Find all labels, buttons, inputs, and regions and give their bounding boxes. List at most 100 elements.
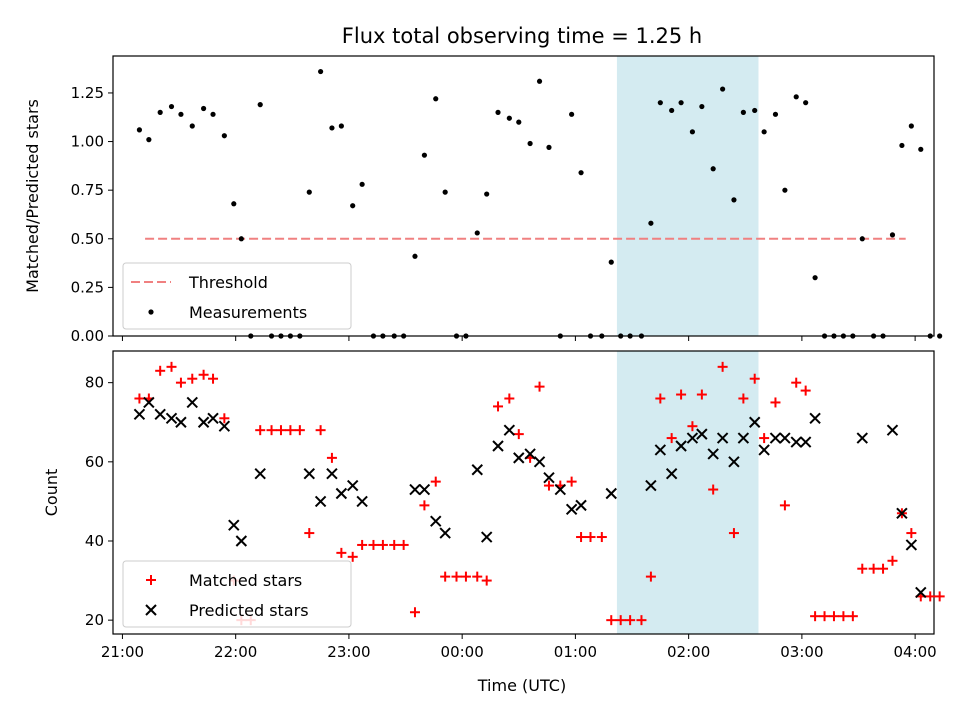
predicted-star-point <box>886 424 899 436</box>
predicted-star-point <box>165 412 178 424</box>
matched-star-point <box>208 373 219 384</box>
measurement-point <box>648 220 654 226</box>
measurement-point <box>221 133 227 139</box>
measurement-point <box>495 109 501 115</box>
predicted-star-point <box>254 467 266 480</box>
matched-star-point <box>925 591 936 602</box>
matched-star-point <box>198 369 209 380</box>
measurement-point <box>536 78 543 84</box>
measurement-point <box>391 333 397 339</box>
predicted-star-point <box>686 432 699 444</box>
matched-star-point <box>134 393 145 404</box>
measurement-point <box>638 333 645 339</box>
matched-star-point <box>336 547 347 558</box>
matched-star-point <box>315 425 326 436</box>
matched-star-point <box>666 433 677 444</box>
measurement-point <box>231 201 237 207</box>
matched-star-point <box>636 615 647 626</box>
measurement-point <box>318 68 324 75</box>
predicted-star-point <box>335 487 348 500</box>
matched-star-point <box>585 532 596 543</box>
count-panel: 20 40 60 80 21:00 22:00 23:00 00:00 01:00 02:00 03… <box>42 350 945 695</box>
predicted-star-point <box>524 448 536 460</box>
measurement-point <box>238 236 244 242</box>
matched-star-point <box>304 528 315 539</box>
measurement-point <box>287 333 294 339</box>
measurement-point <box>752 107 758 114</box>
measurement-point <box>359 181 365 187</box>
matched-star-point <box>440 571 451 582</box>
predicted-star-point <box>326 467 338 480</box>
matched-star-point <box>347 551 358 562</box>
matched-star-point <box>749 373 760 384</box>
predicted-star-point <box>418 483 431 496</box>
x-tick-label: 02:00 <box>667 643 710 661</box>
matched-star-point <box>481 575 492 586</box>
x-tick-label: 01:00 <box>554 643 597 661</box>
matched-star-point <box>847 611 858 622</box>
measurement-point <box>803 100 809 106</box>
matched-star-point <box>696 389 707 400</box>
predicted-star-point <box>737 432 750 444</box>
matched-star-point <box>493 401 504 412</box>
measurement-point <box>678 100 684 106</box>
measurement-point <box>821 333 828 339</box>
predicted-star-point <box>197 416 210 428</box>
legend-handle <box>148 309 154 315</box>
predicted-star-point <box>143 396 155 409</box>
x-tick-label: 03:00 <box>780 643 823 661</box>
measurement-point <box>484 191 490 197</box>
x-tick-label: 00:00 <box>441 643 484 661</box>
predicted-star-point <box>896 507 908 519</box>
ratio-panel-legend: Threshold Measurements <box>122 262 352 330</box>
predicted-star-point <box>356 495 368 508</box>
predicted-star-point <box>675 440 687 452</box>
x-tick-label: 21:00 <box>101 643 144 661</box>
ratio-panel-marks <box>136 68 943 339</box>
measurement-point <box>740 109 746 115</box>
predicted-star-point <box>543 471 555 484</box>
y-tick-label: 0.00 <box>71 327 104 345</box>
predicted-star-point <box>218 420 231 432</box>
measurement-point <box>720 86 726 92</box>
matched-star-point <box>389 539 400 550</box>
matched-star-point <box>285 425 296 436</box>
matched-star-point <box>472 571 483 582</box>
ratio-panel-ylabel: Matched/Predicted stars <box>23 99 42 293</box>
measurement-point <box>850 333 856 339</box>
predicted-star-point <box>314 495 327 508</box>
y-tick-label: 0.25 <box>71 278 104 296</box>
matched-star-point <box>377 539 388 550</box>
measurement-point <box>699 103 705 110</box>
matched-star-point <box>887 555 898 566</box>
measurement-point <box>899 142 905 149</box>
matched-star-point <box>294 425 305 436</box>
ratio-panel-axes: 0.00 0.25 0.50 0.75 1.00 1.25 <box>71 55 935 345</box>
matched-star-point <box>409 607 420 618</box>
y-tick-label: 0.50 <box>71 230 104 248</box>
measurement-point <box>200 105 207 112</box>
matched-star-point <box>906 528 917 539</box>
measurement-point <box>880 333 886 339</box>
measurement-point <box>859 236 865 242</box>
figure-title: Flux total observing time = 1.25 h <box>342 24 702 48</box>
predicted-star-point <box>748 416 761 428</box>
predicted-star-point <box>303 467 315 480</box>
matched-star-point <box>687 421 698 432</box>
measurement-point <box>608 259 614 265</box>
predicted-star-point <box>769 432 782 444</box>
predicted-star-point <box>645 479 657 492</box>
matched-star-point <box>645 571 656 582</box>
legend-label: Threshold <box>188 273 268 292</box>
matched-star-point <box>615 615 626 626</box>
predicted-star-point <box>575 499 587 512</box>
predicted-star-point <box>235 535 248 547</box>
matched-star-point <box>187 373 198 384</box>
predicted-star-point <box>228 519 240 531</box>
matched-star-point <box>357 539 368 550</box>
predicted-star-point <box>779 432 791 444</box>
legend-box <box>122 560 352 628</box>
predicted-star-point <box>409 483 421 496</box>
count-panel-legend: Matched stars Predicted stars <box>122 560 352 628</box>
x-tick-label: 23:00 <box>327 643 370 661</box>
